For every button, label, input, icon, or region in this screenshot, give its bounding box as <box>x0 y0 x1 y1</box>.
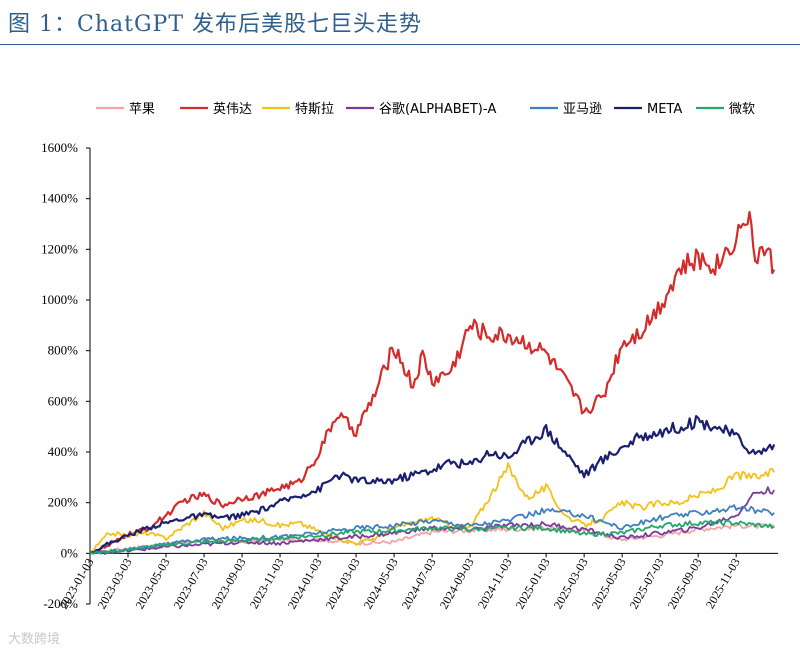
x-tick-label: 2023-11-03 <box>247 556 287 611</box>
y-tick-label: 400% <box>48 444 79 459</box>
y-tick-label: 600% <box>48 393 79 408</box>
legend-label-2: 特斯拉 <box>295 102 334 117</box>
watermark: 大数跨境 <box>8 632 61 647</box>
series-line-6 <box>89 519 775 555</box>
legend-label-6: 微软 <box>729 102 755 117</box>
legend-label-3: 谷歌(ALPHABET)-A <box>379 102 497 117</box>
x-tick-label: 2024-05-03 <box>361 556 401 611</box>
x-tick-label: 2025-01-03 <box>513 556 553 611</box>
x-tick-label: 2024-09-03 <box>437 556 477 611</box>
x-tick-label: 2025-11-03 <box>703 556 743 611</box>
y-tick-label: 1600% <box>41 140 78 155</box>
series-line-2 <box>89 462 775 554</box>
x-tick-label: 2025-07-03 <box>627 556 667 611</box>
x-tick-label: 2024-03-03 <box>323 556 363 611</box>
x-tick-label: 2025-03-03 <box>551 556 591 611</box>
chart-series <box>89 210 776 555</box>
x-tick-label: 2025-05-03 <box>589 556 629 611</box>
series-line-5 <box>89 415 776 555</box>
x-axis-ticks: 2023-01-032023-03-032023-05-032023-07-03… <box>56 553 743 611</box>
x-tick-label: 2024-11-03 <box>475 556 515 611</box>
x-tick-label: 2023-03-03 <box>94 556 134 611</box>
figure-title: 图 1：ChatGPT 发布后美股七巨头走势 <box>8 12 422 37</box>
series-line-3 <box>89 486 775 555</box>
series-line-4 <box>89 504 775 555</box>
legend-label-0: 苹果 <box>129 102 155 117</box>
series-line-1 <box>89 210 776 555</box>
y-tick-label: 0% <box>61 545 79 560</box>
y-axis-ticks: -200% 0% 200% 400% 600% 800% 1000% 1200% 1400% 16… <box>41 140 90 611</box>
chart-axes <box>89 148 778 604</box>
x-tick-label: 2024-07-03 <box>399 556 439 611</box>
legend-label-5: META <box>647 102 682 117</box>
y-tick-label: 1400% <box>41 191 78 206</box>
x-tick-label: 2023-09-03 <box>209 556 249 611</box>
y-tick-label: 1200% <box>41 241 78 256</box>
y-tick-label: 800% <box>48 343 79 358</box>
legend-label-1: 英伟达 <box>213 102 252 117</box>
x-tick-label: 2023-07-03 <box>171 556 211 611</box>
y-tick-label: 1000% <box>41 292 78 307</box>
legend-label-4: 亚马逊 <box>563 102 602 117</box>
y-tick-label: -200% <box>43 596 78 611</box>
x-tick-label: 2025-09-03 <box>665 556 705 611</box>
x-tick-label: 2023-05-03 <box>132 556 172 611</box>
title-divider <box>0 44 800 45</box>
x-tick-label: 2024-01-03 <box>285 556 325 611</box>
chart-legend: 苹果 英伟达 特斯拉 谷歌(ALPHABET)-A 亚马逊 META 微软 <box>96 102 755 117</box>
y-tick-label: 200% <box>48 495 79 510</box>
